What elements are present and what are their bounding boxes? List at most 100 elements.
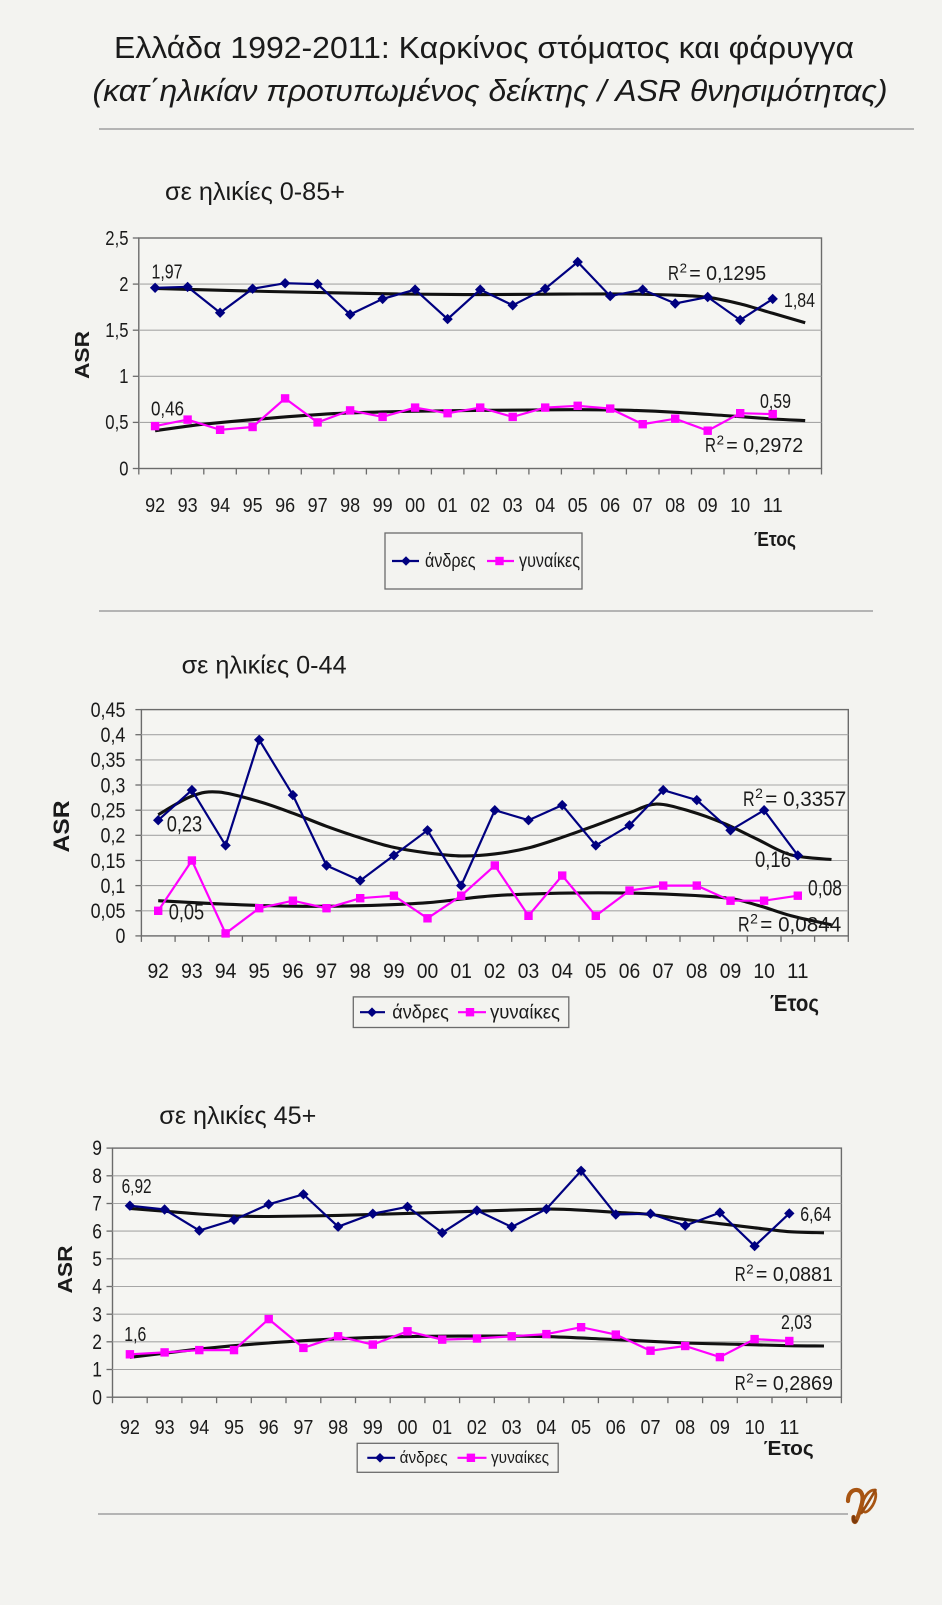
svg-text:2: 2 bbox=[755, 785, 763, 801]
svg-text:R: R bbox=[735, 1264, 746, 1286]
svg-text:0,25: 0,25 bbox=[91, 799, 126, 823]
svg-text:08: 08 bbox=[665, 495, 685, 517]
svg-text:08: 08 bbox=[686, 959, 708, 983]
svg-text:= 0,0881: = 0,0881 bbox=[756, 1264, 833, 1286]
svg-text:0,23: 0,23 bbox=[167, 812, 203, 837]
svg-text:01: 01 bbox=[450, 959, 472, 983]
svg-text:0,4: 0,4 bbox=[101, 723, 126, 747]
svg-text:07: 07 bbox=[633, 495, 653, 517]
svg-text:05: 05 bbox=[568, 495, 588, 517]
svg-text:= 0,1295: = 0,1295 bbox=[689, 263, 766, 285]
svg-text:11: 11 bbox=[787, 959, 809, 983]
svg-text:03: 03 bbox=[502, 1417, 522, 1439]
svg-text:2: 2 bbox=[746, 1261, 753, 1276]
svg-text:R: R bbox=[738, 914, 750, 937]
svg-text:Έτος: Έτος bbox=[754, 529, 796, 551]
svg-text:γυναίκες: γυναίκες bbox=[490, 1002, 560, 1023]
svg-text:09: 09 bbox=[720, 959, 742, 983]
svg-text:2: 2 bbox=[746, 1370, 753, 1385]
svg-text:06: 06 bbox=[619, 959, 641, 983]
svg-text:10: 10 bbox=[753, 959, 775, 983]
svg-text:11: 11 bbox=[763, 495, 783, 517]
svg-text:02: 02 bbox=[467, 1417, 487, 1439]
svg-text:άνδρες: άνδρες bbox=[400, 1448, 448, 1467]
svg-text:10: 10 bbox=[730, 495, 750, 517]
svg-text:04: 04 bbox=[535, 495, 555, 517]
svg-text:1,97: 1,97 bbox=[152, 262, 183, 284]
svg-text:5: 5 bbox=[92, 1248, 102, 1271]
svg-text:γυναίκες: γυναίκες bbox=[519, 551, 580, 572]
svg-text:06: 06 bbox=[606, 1417, 626, 1439]
svg-text:ASR: ASR bbox=[55, 1245, 77, 1294]
svg-text:93: 93 bbox=[155, 1417, 175, 1439]
svg-text:0,35: 0,35 bbox=[91, 748, 126, 772]
svg-text:92: 92 bbox=[147, 959, 169, 983]
svg-text:95: 95 bbox=[224, 1417, 244, 1439]
svg-text:08: 08 bbox=[675, 1417, 695, 1439]
svg-text:01: 01 bbox=[432, 1417, 452, 1439]
svg-text:0: 0 bbox=[92, 1386, 102, 1409]
svg-text:Έτος: Έτος bbox=[770, 990, 819, 1016]
svg-text:0,16: 0,16 bbox=[755, 847, 791, 872]
svg-text:04: 04 bbox=[551, 959, 573, 983]
svg-text:0,5: 0,5 bbox=[105, 412, 128, 434]
svg-text:= 0,2972: = 0,2972 bbox=[726, 435, 803, 457]
svg-text:06: 06 bbox=[600, 495, 620, 517]
svg-text:07: 07 bbox=[641, 1417, 661, 1439]
svg-text:3: 3 bbox=[92, 1303, 102, 1326]
svg-text:95: 95 bbox=[248, 959, 270, 983]
svg-text:σε ηλικίες 0-44: σε ηλικίες 0-44 bbox=[182, 652, 347, 680]
svg-text:00: 00 bbox=[398, 1417, 418, 1439]
svg-text:άνδρες: άνδρες bbox=[425, 551, 476, 572]
svg-text:05: 05 bbox=[585, 959, 607, 983]
svg-text:0,3: 0,3 bbox=[101, 773, 126, 797]
svg-text:(κατ΄ηλικίαν προτυπωμένος δείκ: (κατ΄ηλικίαν προτυπωμένος δείκτης / ASR … bbox=[93, 73, 888, 108]
svg-text:1: 1 bbox=[92, 1359, 102, 1382]
svg-text:03: 03 bbox=[503, 495, 523, 517]
svg-text:0: 0 bbox=[119, 458, 128, 480]
svg-text:R: R bbox=[705, 435, 716, 457]
svg-text:0,15: 0,15 bbox=[91, 849, 126, 873]
svg-text:98: 98 bbox=[340, 495, 360, 517]
svg-text:92: 92 bbox=[145, 495, 165, 517]
svg-text:σε ηλικίες 0-85+: σε ηλικίες 0-85+ bbox=[165, 178, 345, 206]
svg-text:96: 96 bbox=[275, 495, 295, 517]
svg-text:09: 09 bbox=[698, 495, 718, 517]
svg-text:9: 9 bbox=[92, 1137, 102, 1160]
svg-text:2: 2 bbox=[92, 1331, 102, 1354]
svg-text:2,5: 2,5 bbox=[105, 228, 128, 250]
svg-text:6: 6 bbox=[92, 1220, 102, 1243]
svg-text:1: 1 bbox=[119, 366, 128, 388]
svg-text:03: 03 bbox=[518, 959, 540, 983]
svg-text:1,5: 1,5 bbox=[105, 320, 128, 342]
svg-text:8: 8 bbox=[92, 1165, 102, 1188]
svg-text:0: 0 bbox=[116, 924, 126, 948]
svg-text:11: 11 bbox=[779, 1417, 799, 1439]
svg-text:0,08: 0,08 bbox=[808, 876, 842, 901]
svg-text:7: 7 bbox=[92, 1193, 102, 1216]
svg-text:99: 99 bbox=[373, 495, 393, 517]
svg-text:ASR: ASR bbox=[72, 330, 94, 379]
svg-text:0,05: 0,05 bbox=[91, 899, 126, 923]
svg-text:99: 99 bbox=[383, 959, 405, 983]
svg-text:0,46: 0,46 bbox=[151, 399, 184, 421]
svg-text:95: 95 bbox=[243, 495, 263, 517]
svg-text:01: 01 bbox=[438, 495, 458, 517]
svg-text:99: 99 bbox=[363, 1417, 383, 1439]
svg-text:4: 4 bbox=[92, 1276, 102, 1299]
svg-text:R: R bbox=[735, 1373, 746, 1395]
svg-text:07: 07 bbox=[652, 959, 674, 983]
svg-text:6,92: 6,92 bbox=[122, 1176, 152, 1198]
svg-text:97: 97 bbox=[316, 959, 338, 983]
svg-text:96: 96 bbox=[259, 1417, 279, 1439]
svg-text:97: 97 bbox=[308, 495, 328, 517]
svg-text:2: 2 bbox=[119, 274, 128, 296]
svg-text:0,2: 0,2 bbox=[101, 824, 126, 848]
svg-text:2: 2 bbox=[750, 911, 758, 927]
svg-text:= 0,0844: = 0,0844 bbox=[760, 914, 841, 937]
svg-text:04: 04 bbox=[536, 1417, 556, 1439]
svg-text:= 0,2869: = 0,2869 bbox=[756, 1373, 833, 1395]
svg-text:05: 05 bbox=[571, 1417, 591, 1439]
svg-text:2,03: 2,03 bbox=[781, 1312, 812, 1334]
svg-text:02: 02 bbox=[484, 959, 506, 983]
